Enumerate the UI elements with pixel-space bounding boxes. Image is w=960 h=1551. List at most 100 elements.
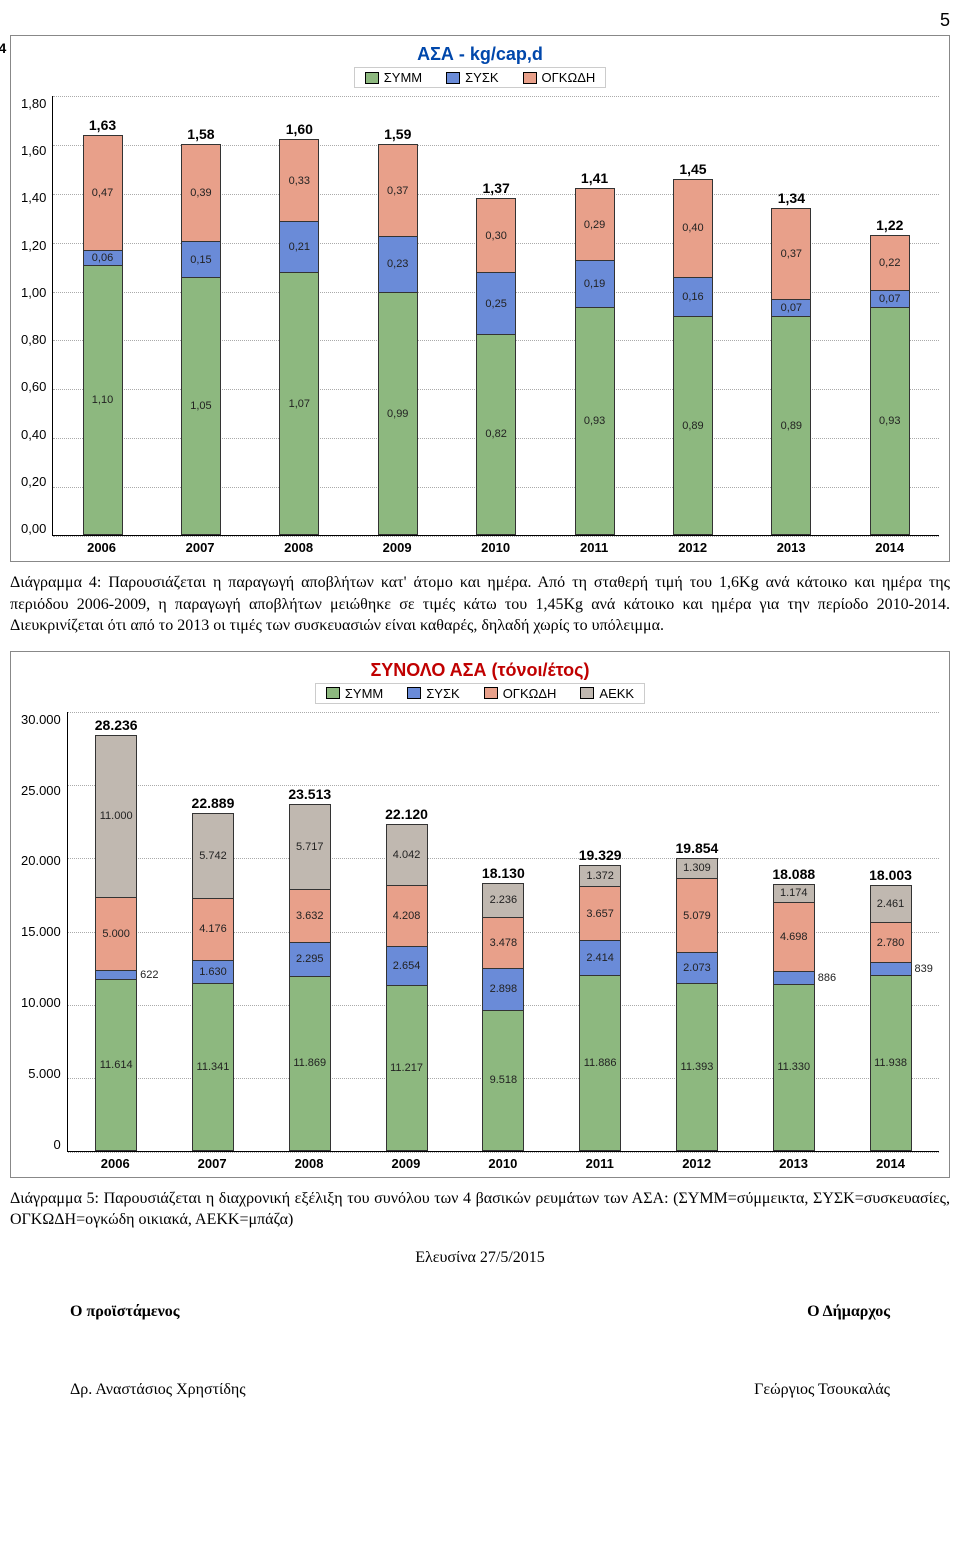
bar-segment: 4.042 [387,825,427,884]
segment-label: 0,22 [879,257,900,269]
bar-column: 28.23611.6146225.00011.000 [95,735,137,1151]
bar-segment: 0,19 [576,260,614,306]
ytick-label: 10.000 [21,995,61,1010]
sig-right-name: Γεώργιος Τσουκαλάς [754,1381,890,1399]
bar-segment: 2.898 [483,968,523,1011]
segment-label: 1.309 [683,862,711,874]
legend-label: ΟΓΚΩΔΗ [542,70,596,85]
segment-label: 0,93 [879,415,900,427]
bar-stack: 0,93 0,07 0,22 [870,235,910,535]
bar-column: 1,631,100,060,47 [83,135,123,535]
bar-column: 19.85411.3932.0735.0791.309 [676,858,718,1151]
segment-label: 0,30 [485,230,506,242]
segment-label: 1,07 [289,398,310,410]
bar-segment: 11.614 [96,979,136,1149]
chart1-plot: 1,631,100,060,471,581,050,150,391,601,07… [52,96,939,536]
bar-column: 1,590,990,230,37 [378,144,418,535]
legend-label: ΣΥΣΚ [465,70,498,85]
bar-stack: 11.8862.4143.6571.372 [579,865,621,1150]
ytick-label: 25.000 [21,783,61,798]
bar-segment: 4.698 [774,902,814,971]
legend-label: ΣΥΜΜ [345,686,383,701]
segment-label: 1.372 [586,870,614,882]
bar-segment: 2.654 [387,946,427,985]
bar-column: 22.88911.3411.6304.1765.742 [192,813,234,1151]
bar-stack: 0,820,250,30 [476,198,516,535]
bar-total-label: 19.329 [579,847,622,863]
bar-total-label: 1,41 [581,170,608,186]
segment-label: 0,21 [289,241,310,253]
segment-label: 0,40 [682,222,703,234]
bar-stack: 11.3308864.6981.174 [773,884,815,1151]
chart1-container: 1,34 ΑΣΑ - kg/cap,d ΣΥΜΜΣΥΣΚΟΓΚΩΔΗ 1,801… [10,35,950,562]
bar-segment: 0,33 [280,140,318,221]
bar-segment: 839 [871,962,911,974]
bar-segment: 2.073 [677,952,717,982]
ytick-label: 0 [54,1137,61,1152]
date-line: Ελευσίνα 27/5/2015 [10,1249,950,1267]
bar-segment: 1.309 [677,859,717,878]
bar-stack: 11.393 2.073 5.079 1.309 [676,858,718,1151]
bar-stack: 11.9388392.7802.461 [870,885,912,1151]
bar-total-label: 18.088 [772,866,815,882]
ytick-label: 0,40 [21,427,46,442]
chart1-legend: ΣΥΜΜΣΥΣΚΟΓΚΩΔΗ [354,67,607,88]
bar-total-label: 1,60 [286,121,313,137]
segment-label: 3.632 [296,910,324,922]
bar-total-label: 1,34 [778,190,805,206]
segment-label: 0,33 [289,175,310,187]
bar-total-label: 22.889 [192,795,235,811]
bar-total-label: 1,37 [483,180,510,196]
segment-label: 622 [140,969,158,981]
segment-label: 1.174 [780,887,808,899]
legend-swatch [523,72,537,84]
bar-stack: 0,930,190,29 [575,188,615,535]
legend-swatch [326,687,340,699]
bar-segment: 11.393 [677,983,717,1150]
segment-label: 5.000 [102,928,130,940]
segment-label: 2.295 [296,953,324,965]
xtick-label: 2013 [771,540,811,555]
bar-stack: 1,050,150,39 [181,144,221,535]
chart1-xaxis: 200620072008200920102011201220132014 [52,540,939,555]
xtick-label: 2011 [574,540,614,555]
bar-segment: 0,29 [576,189,614,260]
segment-label: 11.886 [584,1057,617,1069]
segment-label: 11.869 [293,1057,326,1069]
bar-column: 1,220,930,070,22 [870,235,910,535]
bar-segment: 0,89 [674,316,712,534]
bar-segment: 0,07 [871,290,909,307]
bar-total-label: 1,22 [876,217,903,233]
bar-segment: 0,37 [379,145,417,235]
xtick-label: 2006 [82,540,122,555]
bar-segment: 622 [96,970,136,979]
bar-segment: 0,22 [871,236,909,290]
segment-label: 4.176 [199,923,227,935]
ytick-label: 0,80 [21,332,46,347]
ytick-label: 1,80 [21,96,46,111]
segment-label: 0,37 [781,248,802,260]
bar-segment: 4.176 [193,898,233,959]
bar-segment: 5.742 [193,814,233,898]
segment-label: 11.341 [197,1061,230,1073]
segment-label: 5.079 [683,910,711,922]
segment-label: 0,39 [190,187,211,199]
legend-item: ΣΥΣΚ [446,70,498,85]
bar-segment: 0,47 [84,136,122,251]
bar-total-label: 18.130 [482,865,525,881]
bar-segment: 1,07 [280,272,318,534]
bar-segment: 11.341 [193,983,233,1149]
bar-segment: 886 [774,971,814,984]
xtick-label: 2006 [94,1156,136,1171]
legend-item: ΣΥΣΚ [407,686,459,701]
bar-segment: 2.461 [871,886,911,922]
segment-label: 0,15 [190,254,211,266]
segment-label: 3.478 [490,937,518,949]
bar-segment: 3.632 [290,889,330,942]
segment-label: 2.073 [683,962,711,974]
ytick-label: 30.000 [21,712,61,727]
bar-segment: 0,93 [871,307,909,534]
ytick-label: 15.000 [21,924,61,939]
segment-label: 0,29 [584,219,605,231]
segment-label: 11.938 [874,1057,907,1069]
